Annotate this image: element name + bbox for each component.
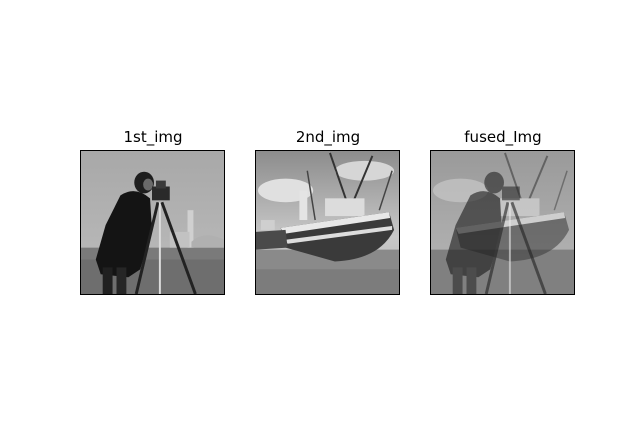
panel-3-title: fused_Img xyxy=(464,128,542,146)
cameraman-photo xyxy=(81,151,224,294)
panel-1-title: 1st_img xyxy=(123,128,183,146)
fused-photo xyxy=(431,151,574,294)
panel-3-image xyxy=(430,150,575,295)
panel-2-title: 2nd_img xyxy=(295,128,361,146)
boat-photo xyxy=(256,151,399,294)
panel-2-image xyxy=(255,150,400,295)
panel-1-image xyxy=(80,150,225,295)
